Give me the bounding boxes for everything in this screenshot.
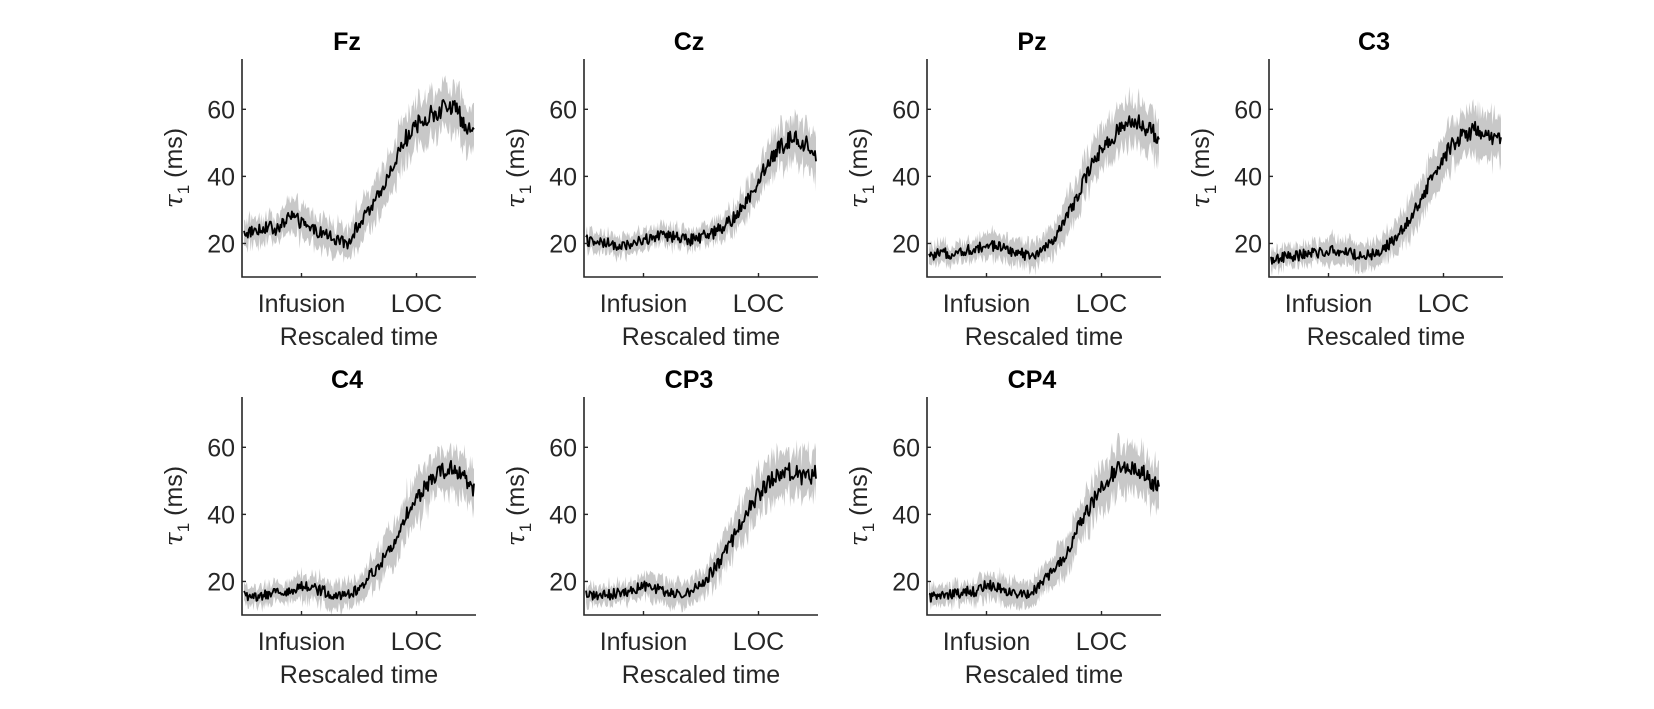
error-band (1271, 99, 1501, 277)
mean-line (928, 114, 1160, 261)
y-tick-label: 40 (549, 501, 577, 529)
y-tick-label: 20 (1234, 230, 1262, 258)
x-tick-label: LOC (391, 290, 442, 318)
x-tick-label: LOC (391, 628, 442, 656)
panel-cp3: 20 40 60 Infusion LOC Rescaled time τ1 (ms) CP3 (501, 366, 818, 689)
axes (241, 59, 476, 278)
x-tick-label: Infusion (258, 628, 346, 656)
x-axis-label: Rescaled time (280, 661, 438, 689)
y-tick-label: 60 (892, 96, 920, 124)
y-tick-label: 20 (207, 230, 235, 258)
axes (926, 397, 1161, 616)
error-band (929, 432, 1159, 612)
mean-line (585, 462, 817, 601)
y-tick-label: 40 (892, 501, 920, 529)
y-tick-label: 20 (892, 568, 920, 596)
y-axis-label: τ1 (ms) (844, 128, 878, 208)
x-axis-label: Rescaled time (622, 323, 780, 351)
panel-cz: 20 40 60 Infusion LOC Rescaled time τ1 (ms) Cz (501, 28, 818, 351)
y-axis-label: τ1 (ms) (159, 466, 193, 546)
panel-title: CP4 (1008, 366, 1057, 394)
x-axis-label: Rescaled time (1307, 323, 1465, 351)
x-tick-label: Infusion (600, 290, 688, 318)
error-band (244, 442, 474, 615)
y-tick-label: 60 (207, 96, 235, 124)
x-tick-label: Infusion (943, 628, 1031, 656)
y-tick-label: 40 (549, 163, 577, 191)
panel-c4: 20 40 60 Infusion LOC Rescaled time τ1 (ms) C4 (159, 366, 476, 689)
y-axis-label: τ1 (ms) (501, 128, 535, 208)
panel-title: C3 (1358, 28, 1390, 56)
axes (926, 59, 1161, 278)
x-tick-label: LOC (1418, 290, 1469, 318)
x-tick-label: Infusion (943, 290, 1031, 318)
axes (583, 59, 818, 278)
mean-line (1270, 120, 1502, 265)
x-tick-label: Infusion (1285, 290, 1373, 318)
x-axis-label: Rescaled time (280, 323, 438, 351)
panel-title: Pz (1017, 28, 1046, 56)
y-axis-label: τ1 (ms) (501, 466, 535, 546)
y-tick-label: 40 (207, 501, 235, 529)
y-tick-label: 40 (207, 163, 235, 191)
x-tick-label: LOC (733, 628, 784, 656)
axes (241, 397, 476, 616)
panel-title: C4 (331, 366, 363, 394)
x-axis-label: Rescaled time (622, 661, 780, 689)
y-axis-label: τ1 (ms) (844, 466, 878, 546)
error-band (586, 439, 816, 613)
y-axis-label: τ1 (ms) (159, 128, 193, 208)
panel-fz: 20 40 60 Infusion LOC Rescaled time τ1 (ms) Fz (159, 28, 476, 351)
mean-line (928, 461, 1160, 603)
y-tick-label: 20 (207, 568, 235, 596)
y-tick-label: 60 (549, 96, 577, 124)
y-tick-label: 60 (892, 434, 920, 462)
y-tick-label: 60 (207, 434, 235, 462)
y-axis-label: τ1 (ms) (1186, 128, 1220, 208)
mean-line (243, 460, 475, 602)
y-tick-label: 20 (892, 230, 920, 258)
x-tick-label: Infusion (258, 290, 346, 318)
x-tick-label: LOC (733, 290, 784, 318)
panel-title: Fz (333, 28, 361, 56)
panel-c3: 20 40 60 Infusion LOC Rescaled time τ1 (ms) C3 (1186, 28, 1503, 351)
mean-line (243, 99, 475, 250)
y-tick-label: 20 (549, 568, 577, 596)
x-tick-label: LOC (1076, 628, 1127, 656)
y-tick-label: 20 (549, 230, 577, 258)
y-tick-label: 60 (1234, 96, 1262, 124)
y-tick-label: 40 (1234, 163, 1262, 191)
panel-pz: 20 40 60 Infusion LOC Rescaled time τ1 (ms) Pz (844, 28, 1161, 351)
x-axis-label: Rescaled time (965, 661, 1123, 689)
panel-title: CP3 (665, 366, 714, 394)
error-band (929, 86, 1159, 276)
y-tick-label: 40 (892, 163, 920, 191)
x-axis-label: Rescaled time (965, 323, 1123, 351)
x-tick-label: Infusion (600, 628, 688, 656)
error-band (244, 75, 474, 263)
y-tick-label: 60 (549, 434, 577, 462)
mean-line (585, 130, 817, 251)
axes (1268, 59, 1503, 278)
axes (583, 397, 818, 616)
error-band (586, 108, 816, 263)
x-tick-label: LOC (1076, 290, 1127, 318)
panel-title: Cz (674, 28, 705, 56)
panel-cp4: 20 40 60 Infusion LOC Rescaled time τ1 (ms) CP4 (844, 366, 1161, 689)
